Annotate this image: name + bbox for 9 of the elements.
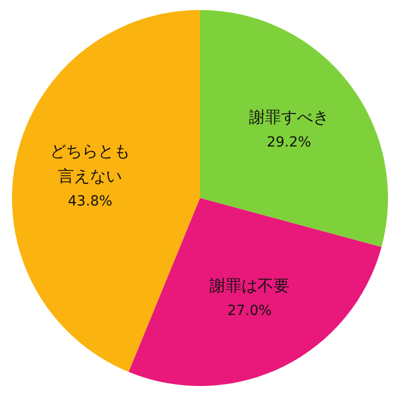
pie-slice xyxy=(128,198,382,386)
data-label: 27.0% xyxy=(227,302,272,319)
pie-slice xyxy=(12,10,200,372)
slice-label: 謝罪すべき xyxy=(248,107,329,126)
slice-label: 謝罪は不要 xyxy=(210,276,290,295)
slice-label: どちらとも言えない xyxy=(50,141,130,186)
data-label: 43.8% xyxy=(68,193,112,210)
data-label: 29.2% xyxy=(266,134,312,150)
pie-slice xyxy=(200,10,388,248)
